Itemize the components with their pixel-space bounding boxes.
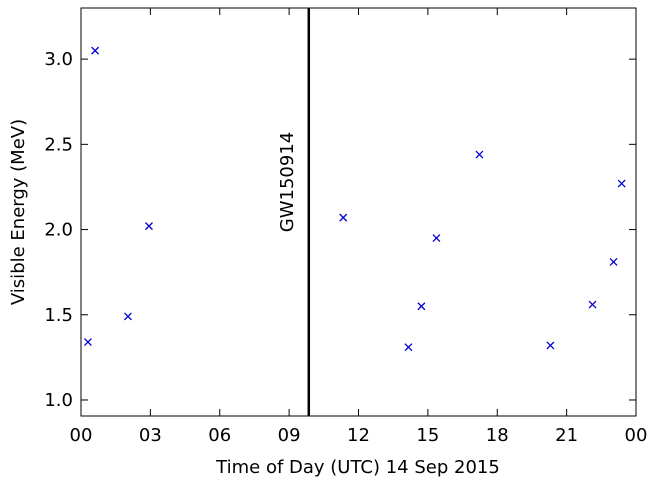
data-point bbox=[588, 300, 597, 309]
x-tick-label: 00 bbox=[625, 425, 648, 446]
data-point bbox=[609, 257, 618, 266]
event-label: GW150914 bbox=[277, 132, 298, 232]
y-tick-label: 2.5 bbox=[44, 134, 73, 155]
y-tick-label: 3.0 bbox=[44, 49, 73, 70]
data-point bbox=[145, 222, 153, 231]
y-axis-label: Visible Energy (MeV) bbox=[8, 119, 29, 305]
plot-frame bbox=[80, 7, 637, 417]
data-point bbox=[404, 343, 413, 352]
x-tick-label: 21 bbox=[555, 425, 578, 446]
x-tick-label: 00 bbox=[70, 425, 93, 446]
x-tick-label: 06 bbox=[208, 425, 231, 446]
x-tick-label: 03 bbox=[139, 425, 162, 446]
x-axis-label: Time of Day (UTC) 14 Sep 2015 bbox=[215, 457, 500, 478]
data-point bbox=[123, 312, 132, 321]
data-point bbox=[475, 150, 484, 159]
data-point bbox=[417, 302, 426, 311]
x-tick-label: 18 bbox=[486, 425, 509, 446]
y-tick-label: 2.0 bbox=[44, 220, 73, 241]
data-point bbox=[546, 341, 555, 350]
data-point bbox=[617, 179, 626, 188]
data-point bbox=[339, 213, 348, 222]
x-tick-label: 09 bbox=[278, 425, 301, 446]
x-tick-label: 15 bbox=[416, 425, 439, 446]
x-tick-label: 12 bbox=[347, 425, 370, 446]
data-point bbox=[91, 46, 100, 55]
y-tick-label: 1.5 bbox=[44, 305, 73, 326]
y-tick-label: 1.0 bbox=[44, 390, 73, 411]
data-point bbox=[83, 338, 92, 346]
data-point bbox=[432, 234, 441, 243]
